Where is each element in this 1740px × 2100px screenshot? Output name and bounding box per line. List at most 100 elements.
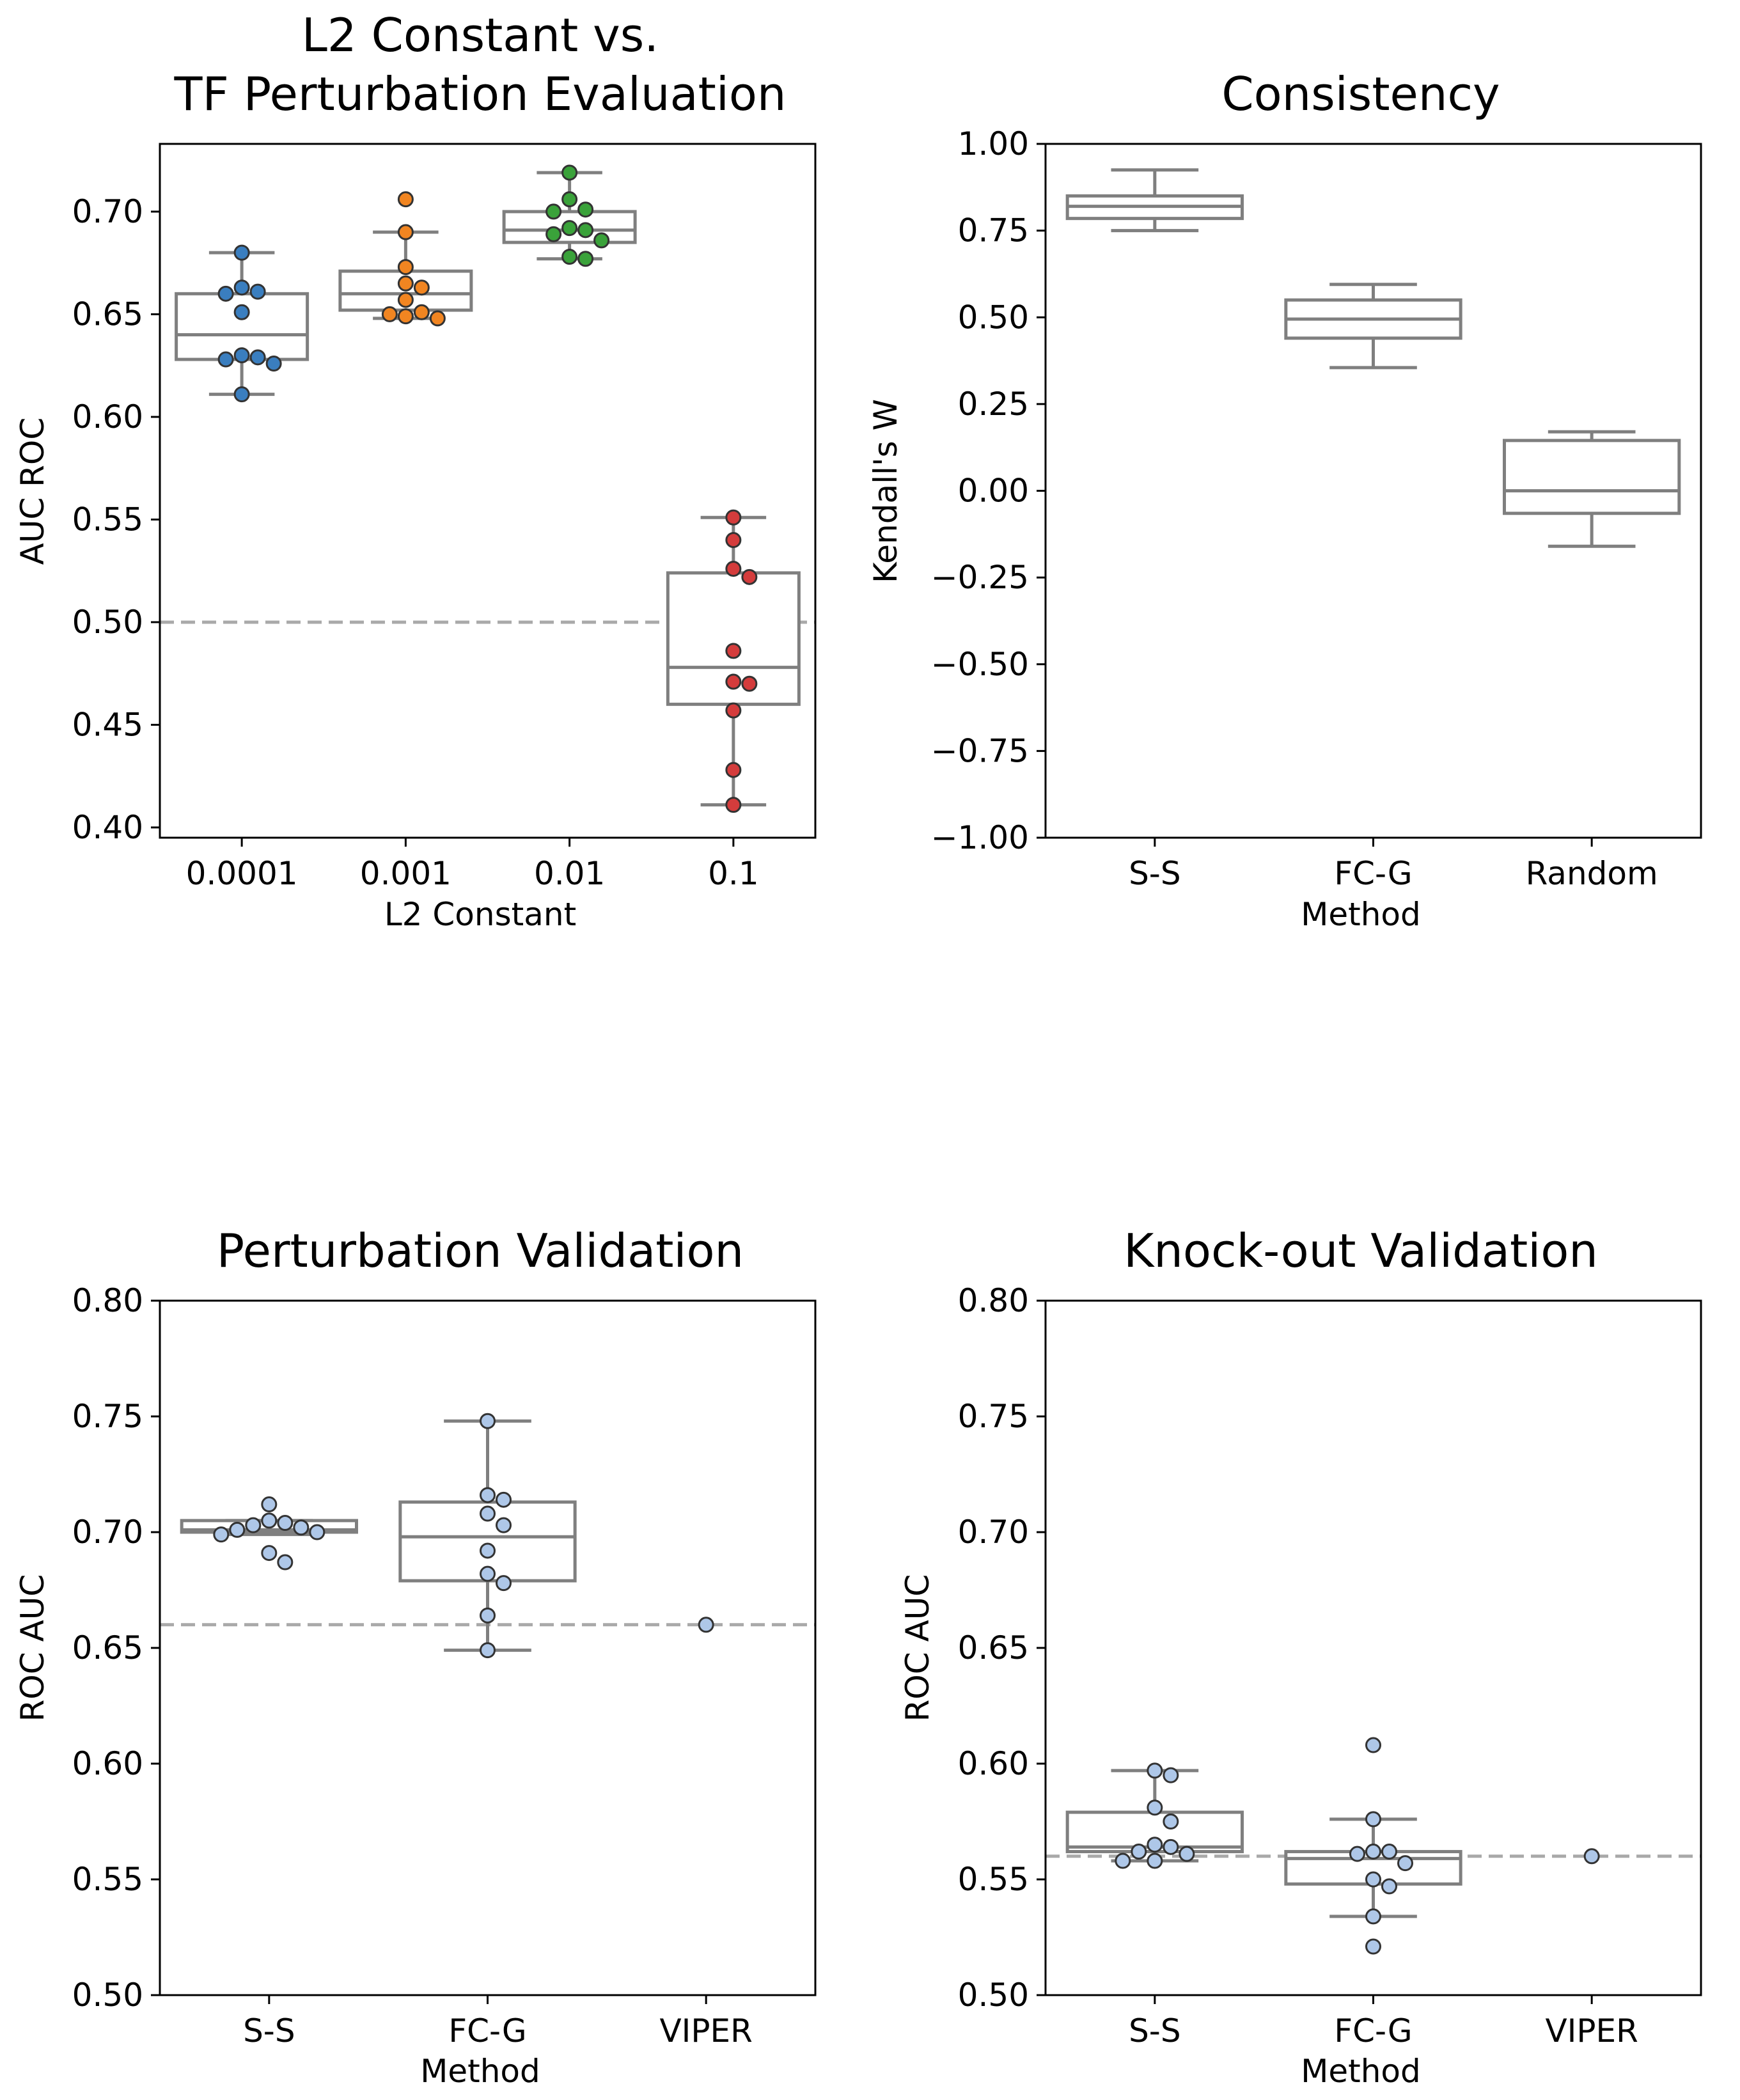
y-axis-label: ROC AUC [899,1574,936,1722]
box-iqr [1065,1810,1244,1854]
data-point [577,251,594,267]
y-tick-label: 0.60 [72,1745,143,1782]
data-point [480,1607,496,1624]
x-tick-label: FC-G [1334,2012,1412,2049]
y-tick-label: 0.60 [72,398,143,435]
x-tick-label: 0.01 [534,855,605,892]
data-point [309,1524,325,1540]
plot-area-perturbation-validation: 0.50 0.55 0.60 0.65 0.70 0.75 0.80 S-S FC-G VIPER [72,1282,817,2049]
data-point [1365,1871,1381,1888]
data-point [245,1517,262,1533]
data-point [1381,1878,1397,1895]
data-point [725,797,742,813]
data-point [1365,1938,1381,1955]
x-tick-label: S-S [243,2012,295,2049]
data-point [496,1575,512,1592]
data-point [1583,1848,1600,1865]
data-point [1131,1844,1147,1860]
chart-title: Knock-out Validation [1124,1224,1598,1278]
data-point [265,355,282,372]
data-point [233,304,250,320]
data-point [725,560,742,577]
data-point [1365,1908,1381,1925]
data-point [496,1517,512,1533]
panel-perturbation-validation: 0.50 0.55 0.60 0.65 0.70 0.75 0.80 S-S FC-G VIPER… [14,1224,817,2090]
data-point [1147,1799,1163,1816]
data-point [698,1617,714,1633]
data-point [1365,1844,1381,1860]
chart-title-line-2: TF Perturbation Evaluation [173,67,786,121]
data-point [277,1515,294,1532]
box-1 [1065,168,1244,233]
y-tick-label: 0.55 [958,1861,1029,1898]
data-point [397,308,414,325]
data-point [480,1542,496,1559]
data-point [480,1413,496,1429]
y-tick-label: −0.25 [931,559,1029,596]
x-tick-label: FC-G [448,2012,526,2049]
y-tick-label: 0.75 [958,212,1029,249]
y-tick-label: 0.50 [958,299,1029,336]
x-tick-label: S-S [1129,855,1181,892]
chart-title-line-1: L2 Constant vs. [302,8,659,62]
x-tick-label: FC-G [1334,855,1412,892]
y-tick-label: 0.40 [72,809,143,846]
y-tick-label: 0.60 [958,1745,1029,1782]
data-point [1397,1855,1413,1872]
data-point [397,191,414,208]
y-tick-label: −0.50 [931,646,1029,683]
data-point [397,275,414,292]
data-point [480,1505,496,1522]
data-point [545,226,562,242]
box-2 [1284,283,1462,370]
data-point [1179,1845,1195,1862]
data-point [725,643,742,659]
data-point [413,304,430,320]
y-axis-label: ROC AUC [14,1574,51,1722]
data-point [741,568,758,585]
data-point [1381,1844,1397,1860]
data-point [233,279,250,296]
y-tick-label: 0.70 [958,1514,1029,1551]
x-tick-label: S-S [1129,2012,1181,2049]
data-point [261,1496,278,1513]
data-point [1115,1853,1131,1869]
x-axis-label: L2 Constant [384,896,576,933]
box-3 [1503,430,1681,548]
data-point [1147,1853,1163,1869]
x-tick-label: 0.0001 [186,855,298,892]
data-point [1163,1814,1179,1830]
y-tick-label: 1.00 [958,125,1029,162]
data-point [480,1487,496,1503]
data-point [397,259,414,276]
plot-area-consistency: −1.00 −0.75 −0.50 −0.25 0.00 0.25 0.50 0.75 1.00… [931,125,1702,892]
chart-title: Perturbation Validation [217,1224,744,1278]
panel-consistency: −1.00 −0.75 −0.50 −0.25 0.00 0.25 0.50 0.75 1.00… [867,67,1702,933]
data-point [233,244,250,261]
data-point [293,1519,310,1536]
y-tick-label: 0.25 [958,386,1029,423]
data-point [413,279,430,296]
y-tick-label: 0.50 [958,1977,1029,2014]
data-point [545,203,562,220]
data-point [496,1491,512,1508]
plot-area-knockout-validation: 0.50 0.55 0.60 0.65 0.70 0.75 0.80 S-S FC-G VIPER [958,1282,1702,2049]
data-point [277,1554,294,1571]
data-point [741,675,758,692]
data-point [561,220,578,237]
x-axis-label: Method [1301,896,1421,933]
data-point [725,673,742,690]
data-point [1163,1767,1179,1783]
y-tick-label: 0.75 [958,1398,1029,1435]
data-point [249,349,266,366]
data-point [1365,1811,1381,1828]
data-point [1349,1845,1365,1862]
x-tick-label: 0.001 [360,855,451,892]
y-tick-label: 0.70 [72,193,143,230]
chart-title: Consistency [1221,67,1500,121]
panel-l2-constant: 0.40 0.45 0.50 0.55 0.60 0.65 0.70 0.0001 0.001 0… [14,8,817,933]
y-tick-label: 0.55 [72,1861,143,1898]
y-tick-label: 0.55 [72,501,143,538]
data-point [725,532,742,549]
